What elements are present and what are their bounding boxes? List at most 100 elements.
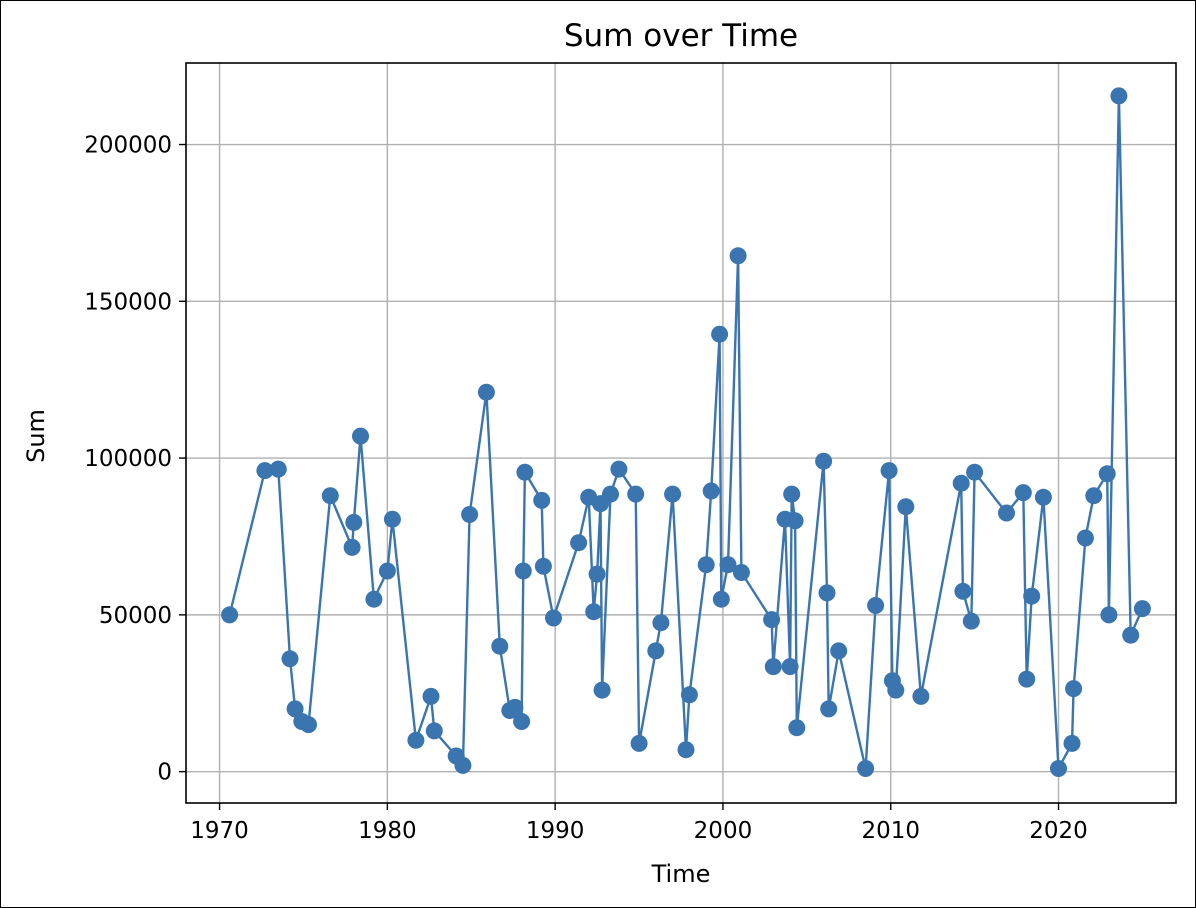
data-point bbox=[513, 713, 531, 730]
data-point bbox=[593, 681, 611, 699]
data-series bbox=[221, 87, 1151, 777]
data-point bbox=[664, 485, 682, 503]
data-point bbox=[818, 584, 836, 602]
data-point bbox=[286, 700, 304, 718]
data-point bbox=[729, 247, 747, 265]
plot-area bbox=[185, 62, 1177, 804]
data-point bbox=[321, 487, 339, 505]
data-point bbox=[897, 498, 915, 516]
data-point bbox=[1065, 680, 1083, 698]
data-point bbox=[954, 582, 972, 600]
data-point bbox=[887, 681, 905, 699]
x-tick-label: 2010 bbox=[861, 818, 920, 844]
data-point bbox=[461, 506, 479, 523]
axis-ticks: 1970 1980 1990 2000 2010 2020 0 50000 100000 1500… bbox=[84, 133, 1088, 844]
x-tick-label: 1990 bbox=[526, 818, 585, 844]
data-point bbox=[585, 603, 603, 621]
data-point bbox=[732, 564, 750, 581]
data-point bbox=[514, 562, 532, 580]
data-point bbox=[383, 510, 401, 528]
data-point bbox=[998, 504, 1015, 522]
data-point bbox=[1085, 487, 1103, 505]
data-point bbox=[1063, 734, 1081, 752]
x-tick-label: 2020 bbox=[1029, 818, 1088, 844]
data-point bbox=[1034, 488, 1052, 506]
data-point bbox=[378, 562, 396, 580]
chart-title: Sum over Time bbox=[564, 18, 798, 54]
data-point bbox=[1014, 484, 1032, 502]
data-point bbox=[570, 534, 588, 552]
data-point bbox=[815, 452, 833, 470]
data-point bbox=[545, 609, 562, 627]
y-tick-label: 50000 bbox=[99, 603, 172, 629]
data-point bbox=[763, 611, 781, 629]
data-point bbox=[1122, 626, 1140, 644]
data-point bbox=[680, 686, 698, 704]
data-point bbox=[281, 650, 299, 668]
data-point bbox=[788, 719, 806, 737]
data-point bbox=[830, 642, 848, 660]
data-point bbox=[1110, 87, 1128, 105]
data-point bbox=[300, 716, 317, 734]
y-axis-label: Sum bbox=[22, 409, 50, 463]
data-point bbox=[630, 734, 648, 752]
data-point bbox=[627, 485, 645, 503]
data-point bbox=[533, 491, 551, 509]
data-point bbox=[712, 590, 730, 608]
data-point bbox=[962, 612, 980, 630]
data-point bbox=[534, 557, 552, 575]
data-point bbox=[719, 556, 737, 574]
data-point bbox=[407, 731, 425, 749]
data-point bbox=[652, 614, 670, 632]
data-point bbox=[422, 687, 440, 705]
data-point bbox=[588, 565, 606, 583]
data-point bbox=[1133, 600, 1151, 618]
data-point bbox=[454, 756, 472, 774]
data-point bbox=[783, 485, 801, 503]
data-point bbox=[711, 325, 729, 343]
data-point bbox=[1050, 760, 1067, 777]
data-point bbox=[966, 463, 984, 481]
data-point bbox=[1098, 465, 1116, 483]
data-point bbox=[256, 462, 274, 480]
x-axis-label: Time bbox=[651, 860, 711, 888]
data-point bbox=[1100, 606, 1118, 624]
data-point bbox=[697, 556, 715, 574]
data-point bbox=[345, 513, 363, 531]
data-point bbox=[912, 687, 930, 705]
data-point bbox=[820, 700, 838, 718]
y-tick-label: 100000 bbox=[84, 446, 172, 472]
y-tick-label: 200000 bbox=[84, 133, 172, 159]
data-point bbox=[867, 597, 885, 614]
data-point bbox=[857, 760, 875, 777]
data-point bbox=[425, 722, 443, 740]
data-point bbox=[506, 698, 524, 716]
grid-lines bbox=[186, 63, 1176, 803]
x-tick-label: 1980 bbox=[358, 818, 417, 844]
data-point bbox=[880, 462, 898, 480]
data-point bbox=[602, 485, 619, 503]
data-point bbox=[1076, 529, 1094, 547]
data-point bbox=[221, 606, 239, 624]
data-point bbox=[952, 474, 970, 492]
data-point bbox=[343, 538, 361, 556]
data-point bbox=[269, 460, 287, 478]
x-tick-label: 2000 bbox=[694, 818, 753, 844]
data-point bbox=[1023, 587, 1041, 605]
y-tick-label: 0 bbox=[157, 760, 172, 786]
x-tick-label: 1970 bbox=[190, 818, 249, 844]
data-point bbox=[677, 741, 695, 759]
data-point bbox=[610, 460, 628, 478]
data-point bbox=[781, 658, 799, 676]
data-point bbox=[352, 427, 369, 445]
y-tick-label: 150000 bbox=[84, 289, 172, 315]
data-point bbox=[491, 637, 509, 655]
data-point bbox=[477, 383, 495, 401]
data-point bbox=[702, 482, 720, 500]
data-point bbox=[516, 463, 534, 481]
data-point bbox=[647, 642, 665, 660]
data-point bbox=[1018, 670, 1036, 688]
data-point bbox=[786, 512, 804, 530]
